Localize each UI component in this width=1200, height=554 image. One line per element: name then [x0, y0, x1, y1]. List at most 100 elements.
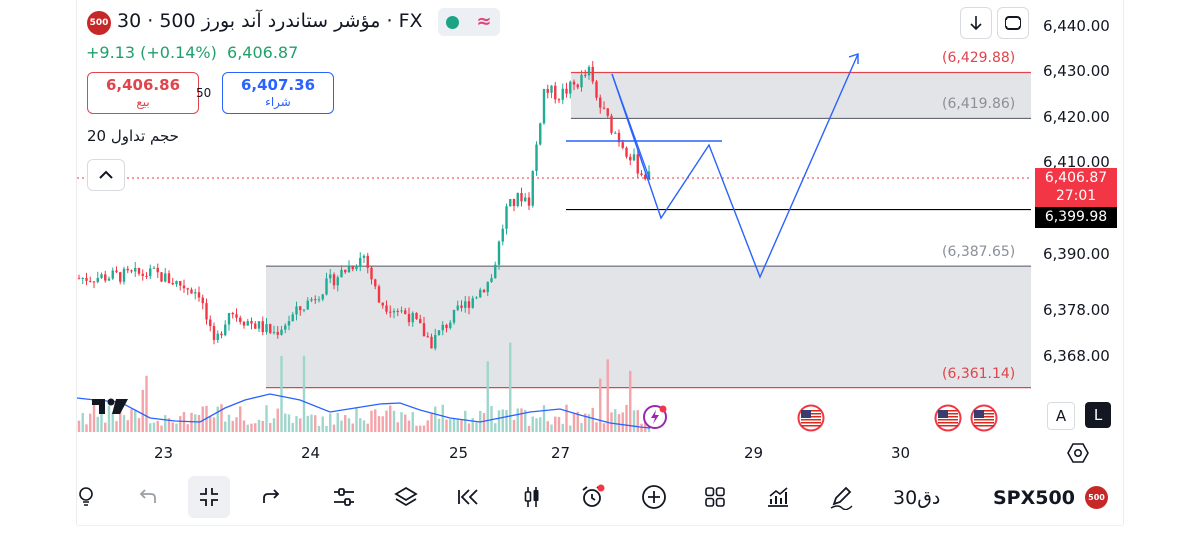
volume-bar — [640, 423, 643, 432]
us-event-icon[interactable] — [934, 404, 962, 432]
candle-body — [355, 266, 358, 270]
financials-button[interactable] — [757, 476, 799, 518]
candle-body — [235, 314, 238, 318]
volume-bar — [392, 410, 396, 432]
volume-bar — [569, 425, 572, 432]
buy-label: شراء — [265, 95, 291, 109]
volume-bar — [381, 416, 384, 432]
candle-body — [542, 88, 546, 124]
current-price-value: 6,406.87 — [1044, 170, 1108, 186]
ideas-button[interactable] — [65, 476, 107, 518]
redo-button[interactable] — [250, 476, 292, 518]
symbol-title[interactable]: مؤشر ستاندرد آند بورز 500 · 30 · FX — [117, 10, 423, 32]
volume-bar — [261, 420, 264, 432]
candles-icon — [524, 487, 539, 507]
volume-bar — [126, 420, 129, 432]
candle-body — [89, 280, 92, 282]
volume-bar — [119, 411, 122, 432]
auto-scale-button[interactable]: A — [1047, 402, 1075, 430]
candle-body — [239, 317, 242, 322]
volume-bar — [576, 411, 579, 432]
drawing-button[interactable] — [820, 476, 862, 518]
settings-button[interactable] — [1066, 442, 1090, 464]
volume-bar — [295, 416, 298, 432]
us-event-icon[interactable] — [970, 404, 998, 432]
chart-type-button[interactable] — [511, 476, 553, 518]
spread-value: 50 — [196, 86, 212, 100]
symbol-selector[interactable]: SPX500 — [993, 487, 1075, 509]
dividend-event-icon[interactable] — [642, 404, 668, 430]
volume-bar — [486, 361, 489, 432]
volume-bar — [411, 412, 414, 432]
candle-body — [340, 269, 343, 278]
bottom-toolbar: 30دق SPX500 500 — [77, 470, 1123, 525]
fullscreen-button[interactable] — [997, 7, 1029, 39]
candle-body — [261, 321, 264, 333]
candle-body — [209, 319, 212, 327]
candle-body — [231, 313, 234, 315]
undo-button[interactable] — [127, 476, 169, 518]
candle-body — [644, 174, 647, 180]
volume-bar — [231, 420, 234, 432]
symbol-badge[interactable]: 500 — [87, 11, 111, 35]
candle-body — [329, 274, 332, 279]
replay-button[interactable] — [447, 476, 489, 518]
volume-bar — [134, 409, 137, 432]
layout-button[interactable] — [694, 476, 736, 518]
grid-icon — [705, 487, 725, 507]
volume-bar — [291, 422, 294, 432]
time-tick: 24 — [301, 444, 321, 462]
toolbar-symbol-badge[interactable]: 500 — [1085, 486, 1108, 509]
candle-body — [321, 294, 324, 300]
candle-body — [152, 267, 156, 269]
change-value: +9.13 (+0.14%) — [86, 43, 217, 62]
buy-button[interactable]: 6,407.36 شراء — [222, 72, 334, 114]
sell-button[interactable]: 6,406.86 بيع — [87, 72, 199, 114]
candle-body — [122, 268, 126, 282]
volume-bar — [400, 412, 403, 432]
layers-button[interactable] — [385, 476, 427, 518]
volume-bar — [269, 423, 272, 432]
volume-bar — [591, 407, 594, 432]
volume-bar — [471, 418, 474, 432]
add-icon — [642, 485, 666, 509]
alerts-button[interactable] — [571, 476, 613, 518]
volume-bar — [407, 420, 411, 432]
scroll-down-button[interactable] — [960, 7, 992, 39]
volume-bar — [77, 420, 81, 432]
candle-body — [269, 324, 272, 333]
projection-arrowhead — [848, 53, 859, 64]
add-button[interactable] — [633, 476, 675, 518]
volume-bar — [186, 424, 189, 432]
alarm-icon — [582, 484, 605, 507]
candle-body — [317, 299, 321, 301]
candle-body — [220, 333, 223, 336]
volume-bar — [625, 404, 628, 432]
log-scale-button[interactable]: L — [1085, 402, 1111, 428]
candle-body — [134, 267, 137, 272]
collapse-legend-button[interactable] — [87, 159, 125, 191]
volume-bar — [445, 419, 448, 432]
volume-label: حجم تداول 20 — [87, 127, 179, 145]
volume-bar — [175, 423, 178, 432]
candle-body — [272, 331, 276, 333]
volume-bar — [546, 421, 549, 432]
candle-body — [396, 310, 399, 312]
volume-bar — [250, 423, 253, 432]
volume-bar — [239, 406, 242, 432]
us-event-icon[interactable] — [797, 404, 825, 432]
candle-body — [212, 326, 216, 341]
collapse-button[interactable] — [188, 476, 230, 518]
volume-bar — [565, 404, 568, 432]
volume-bar — [415, 425, 418, 432]
volume-bar — [325, 425, 328, 432]
indicators-button[interactable] — [323, 476, 365, 518]
volume-bar — [617, 414, 621, 432]
price-tick: 6,440.00 — [1043, 17, 1110, 35]
undo-icon — [139, 489, 156, 503]
interval-selector[interactable]: 30دق — [893, 487, 941, 509]
status-pills[interactable]: ≈ — [438, 8, 500, 36]
volume-bar — [276, 408, 279, 432]
